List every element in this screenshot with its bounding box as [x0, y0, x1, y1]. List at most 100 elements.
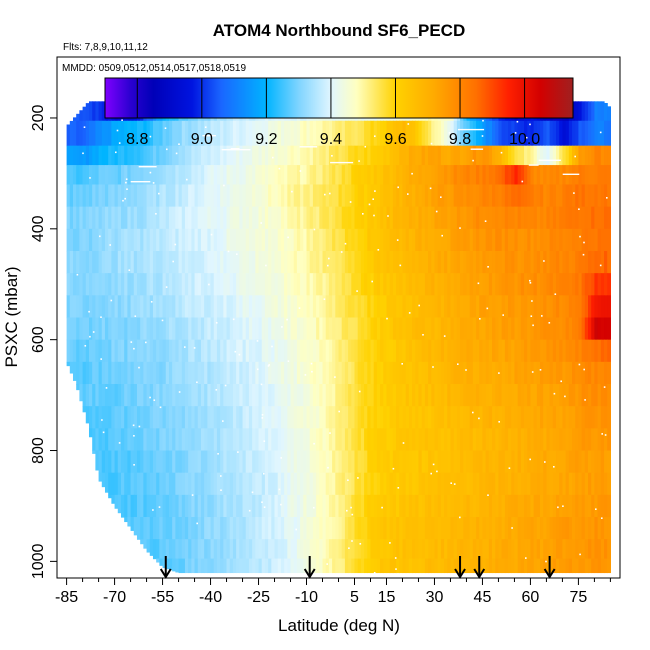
field-cell — [533, 558, 538, 574]
field-cell — [325, 406, 330, 429]
data-gap — [234, 350, 237, 353]
field-cell — [296, 295, 301, 319]
field-cell — [277, 273, 282, 296]
field-cell — [367, 295, 372, 319]
field-cell — [268, 295, 272, 319]
field-cell — [92, 361, 96, 385]
field-cell — [389, 184, 394, 208]
field-cell — [220, 273, 224, 296]
field-cell — [520, 206, 525, 230]
field-cell — [466, 494, 471, 518]
field-cell — [607, 120, 611, 147]
field-cell — [421, 558, 426, 574]
data-gap — [397, 487, 400, 489]
field-cell — [405, 558, 410, 574]
field-cell — [207, 472, 212, 496]
field-cell — [428, 450, 432, 474]
field-cell — [258, 295, 263, 319]
field-cell — [373, 406, 378, 429]
field-cell — [69, 206, 74, 230]
field-cell — [380, 406, 384, 429]
field-cell — [453, 494, 458, 518]
data-gap — [191, 494, 194, 496]
field-cell — [357, 120, 362, 147]
field-cell — [117, 250, 122, 274]
field-cell — [383, 184, 388, 208]
field-cell — [463, 450, 468, 474]
data-gap — [265, 264, 267, 267]
field-cell — [114, 184, 119, 208]
field-cell — [562, 145, 567, 166]
field-cell — [412, 517, 416, 540]
field-cell — [495, 145, 500, 166]
field-cell — [383, 406, 388, 429]
field-cell — [252, 494, 256, 518]
field-cell — [280, 250, 285, 274]
field-cell — [488, 384, 493, 407]
field-cell — [492, 273, 496, 296]
field-cell — [290, 406, 295, 429]
field-cell — [232, 120, 237, 147]
field-cell — [421, 384, 426, 407]
field-cell — [389, 539, 394, 560]
field-cell — [95, 317, 100, 341]
field-cell — [408, 428, 413, 452]
field-cell — [501, 145, 506, 166]
field-cell — [504, 145, 509, 166]
field-cell — [146, 145, 151, 166]
data-gap — [260, 383, 263, 386]
field-cell — [252, 339, 256, 363]
field-cell — [168, 228, 173, 252]
field-cell — [428, 184, 432, 208]
x-axis-label: Latitude (deg N) — [278, 616, 400, 635]
field-cell — [220, 361, 224, 385]
field-cell — [354, 406, 359, 429]
field-cell — [287, 184, 292, 208]
field-cell — [127, 165, 132, 186]
field-cell — [319, 120, 324, 147]
field-cell — [530, 472, 535, 496]
field-cell — [552, 250, 557, 274]
field-cell — [562, 472, 567, 496]
field-cell — [389, 428, 394, 452]
field-cell — [412, 120, 416, 147]
field-cell — [594, 517, 599, 540]
field-cell — [165, 517, 170, 540]
field-cell — [607, 339, 611, 363]
field-cell — [469, 361, 474, 385]
field-cell — [223, 384, 228, 407]
field-cell — [328, 406, 333, 429]
field-cell — [252, 145, 256, 166]
field-cell — [594, 494, 599, 518]
field-cell — [463, 317, 468, 341]
field-cell — [114, 145, 119, 166]
field-cell — [296, 184, 301, 208]
data-gap — [261, 417, 264, 419]
field-cell — [111, 120, 116, 147]
field-cell — [367, 539, 372, 560]
field-cell — [501, 273, 506, 296]
field-cell — [104, 450, 109, 474]
field-cell — [517, 361, 522, 385]
field-cell — [492, 250, 496, 274]
field-cell — [533, 472, 538, 496]
field-cell — [498, 450, 503, 474]
field-cell — [412, 339, 416, 363]
field-cell — [95, 206, 100, 230]
field-cell — [357, 295, 362, 319]
field-cell — [367, 472, 372, 496]
field-cell — [335, 339, 340, 363]
field-cell — [597, 165, 602, 186]
field-cell — [194, 517, 199, 540]
field-cell — [572, 273, 576, 296]
field-cell — [264, 120, 269, 147]
field-cell — [191, 428, 196, 452]
field-cell — [341, 558, 346, 574]
field-cell — [213, 339, 218, 363]
field-cell — [191, 339, 196, 363]
field-cell — [463, 361, 468, 385]
field-cell — [517, 184, 522, 208]
field-cell — [245, 228, 250, 252]
field-cell — [495, 539, 500, 560]
field-cell — [264, 165, 269, 186]
